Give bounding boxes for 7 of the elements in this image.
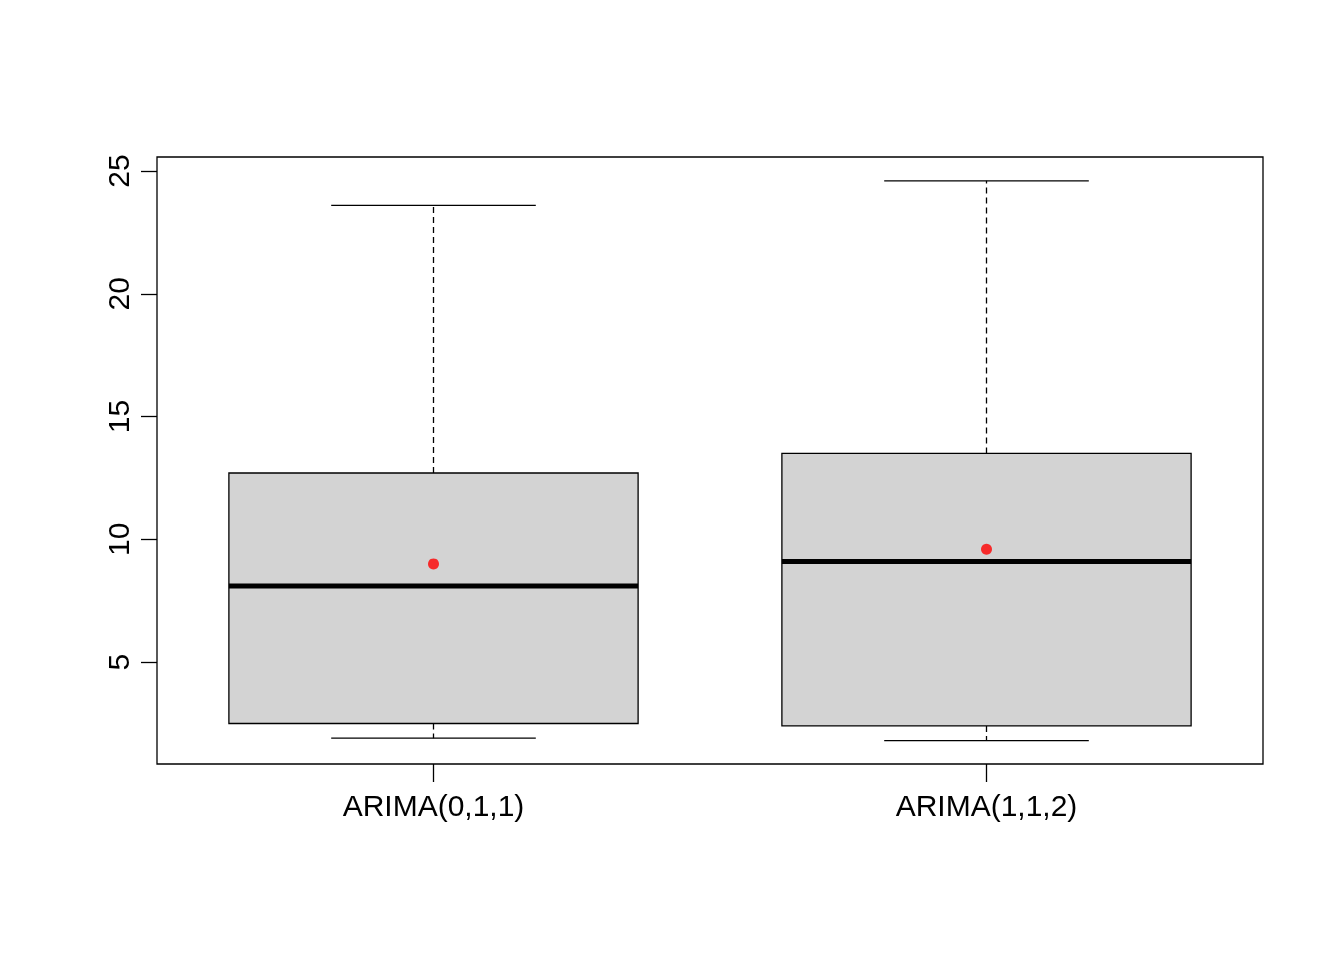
x-tick-label: ARIMA(0,1,1) [342,788,525,822]
x-tick-label: ARIMA(1,1,2) [895,788,1078,822]
y-tick-label: 5 [101,653,135,671]
y-tick-label: 15 [101,399,135,434]
y-tick-label: 20 [101,277,135,311]
y-tick-label: 10 [101,522,135,557]
y-tick-label: 25 [101,154,135,188]
